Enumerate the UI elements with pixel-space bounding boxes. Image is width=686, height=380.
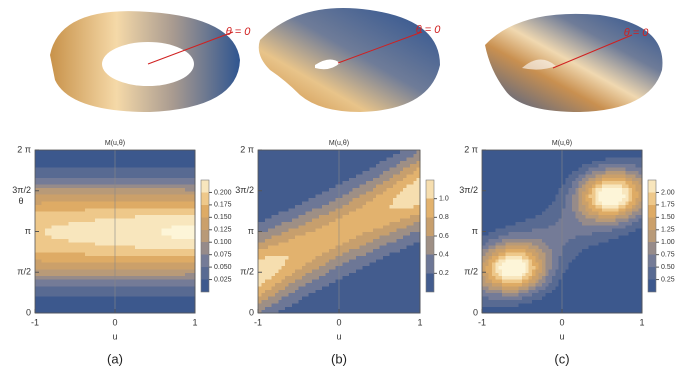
x-axis-label: u: [336, 331, 341, 341]
y-tick-label: π/2: [240, 267, 254, 277]
colorbar: [201, 180, 209, 292]
colorbar-tick-label: 0.8: [439, 214, 449, 221]
colorbar-tick-label: 0.025: [214, 276, 232, 283]
colorbar-tick-label: 0.050: [214, 264, 232, 271]
x-tick-label: -1: [254, 317, 262, 327]
x-tick-label: -1: [31, 317, 39, 327]
colorbar-tick-label: 0.075: [214, 252, 232, 259]
colorbar-tick-label: 1.0: [439, 196, 449, 203]
colorbar-band: [426, 217, 434, 236]
colorbar-band: [201, 242, 209, 254]
colorbar-tick-label: 0.4: [439, 252, 449, 259]
colorbar-band: [201, 192, 209, 204]
x-tick-label: 1: [417, 317, 422, 327]
y-tick-label: 0: [249, 307, 254, 317]
panel-caption: (a): [107, 351, 123, 366]
y-axis-label: θ: [18, 196, 23, 206]
x-tick-label: 0: [336, 317, 341, 327]
y-tick-label: 0: [26, 307, 31, 317]
y-tick-label: π/2: [17, 267, 31, 277]
colorbar-band: [201, 180, 209, 192]
x-tick-label: 0: [112, 317, 117, 327]
colorbar-band: [426, 199, 434, 218]
colorbar-band: [426, 273, 434, 292]
colorbar-tick-label: 0.150: [214, 214, 232, 221]
colorbar-tick-label: 0.125: [214, 227, 232, 234]
colorbar-band: [426, 255, 434, 274]
colorbar-band: [201, 217, 209, 229]
surface-a: [50, 11, 240, 112]
contour-plot: [35, 150, 196, 314]
colorbar-band: [201, 205, 209, 217]
annotation: θ = 0: [416, 24, 442, 36]
colorbar-band: [201, 255, 209, 267]
x-axis-label: u: [112, 331, 117, 341]
plot-title: M(u,θ): [105, 140, 125, 147]
y-tick-label: π: [248, 226, 254, 236]
colorbar-tick-label: 0.2: [439, 270, 449, 277]
colorbar-tick-label: 0.175: [214, 202, 232, 209]
plot-title: M(u,θ): [329, 140, 349, 147]
colorbar-band: [201, 230, 209, 242]
colorbar-tick-label: 0.6: [439, 233, 449, 240]
annotation: θ = 0: [226, 26, 252, 38]
x-tick-label: 1: [192, 317, 197, 327]
colorbar-tick-label: 0.200: [214, 189, 232, 196]
contour-plot: [482, 150, 643, 314]
colorbar-band: [426, 180, 434, 199]
panel-caption: (b): [331, 351, 347, 366]
y-tick-label: 2 π: [240, 144, 254, 154]
surface-b: [259, 8, 440, 112]
colorbar-band: [201, 267, 209, 279]
colorbar-band: [426, 236, 434, 255]
y-tick-label: π: [25, 226, 31, 236]
y-tick-label: 3π/2: [235, 185, 254, 195]
colorbar-band: [201, 280, 209, 292]
y-tick-label: 2 π: [17, 144, 31, 154]
colorbar: [426, 180, 434, 292]
colorbar-tick-label: 0.100: [214, 239, 232, 246]
y-tick-label: 3π/2: [12, 185, 31, 195]
